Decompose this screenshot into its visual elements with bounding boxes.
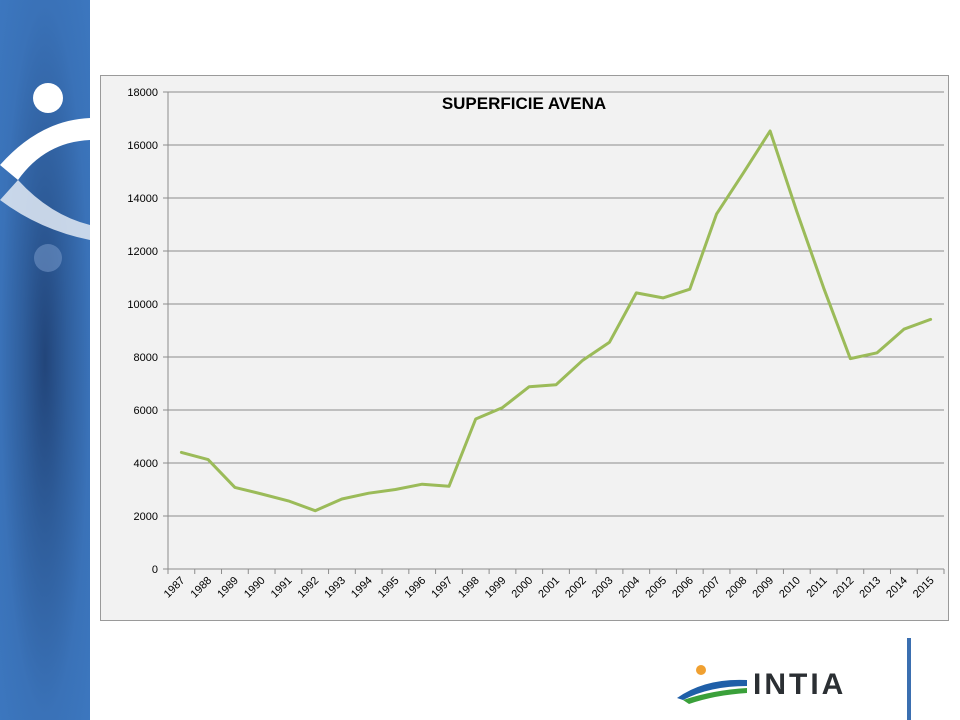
data-point xyxy=(769,130,771,132)
data-point xyxy=(608,341,611,344)
data-point xyxy=(582,359,584,362)
x-tick-label: 1999 xyxy=(483,575,509,601)
intia-logo: INTIA xyxy=(675,660,890,710)
x-tick-label: 1993 xyxy=(322,575,348,601)
line-chart: 0 2000 4000 6000 8000 10000 12000 14000 16000 180… xyxy=(127,87,945,601)
intia-logo-text: INTIA xyxy=(753,668,847,701)
x-tick-label: 1990 xyxy=(242,575,268,601)
x-tick-label: 1991 xyxy=(269,575,295,601)
x-tick-label: 2008 xyxy=(724,575,750,601)
data-point xyxy=(715,213,718,215)
x-tick-label: 2014 xyxy=(884,575,910,601)
brand-swoosh-graphic xyxy=(0,83,90,272)
brand-dot-shadow xyxy=(34,244,62,272)
data-point xyxy=(474,418,477,420)
y-tick-label: 14000 xyxy=(127,193,158,205)
x-tick-label: 1996 xyxy=(403,575,429,601)
x-tick-label: 2015 xyxy=(911,575,937,601)
y-tick-label: 2000 xyxy=(134,511,158,523)
data-point xyxy=(314,509,316,512)
decorative-side-band xyxy=(0,0,90,720)
x-tick-label: 1998 xyxy=(456,575,482,601)
x-tick-label: 2010 xyxy=(777,575,803,601)
x-tick-label: 2002 xyxy=(563,575,589,601)
y-tick-label: 12000 xyxy=(127,246,158,258)
x-tick-label: 2009 xyxy=(750,575,776,601)
series-line xyxy=(179,129,933,513)
data-point xyxy=(929,318,932,321)
data-point xyxy=(394,488,397,491)
x-tick-label: 1994 xyxy=(349,575,375,601)
x-tick-label: 1997 xyxy=(429,575,455,601)
data-point xyxy=(528,385,530,388)
data-point xyxy=(876,352,878,354)
data-point xyxy=(341,498,343,500)
data-point xyxy=(555,384,557,386)
x-axis-ticks: 1987 1988 1989 1990 1991 1992 1993 1994 1995 1996… xyxy=(162,569,945,601)
x-tick-label: 1989 xyxy=(215,575,241,601)
y-tick-label: 4000 xyxy=(134,458,158,470)
brand-swoosh-lower xyxy=(0,180,90,240)
x-tick-label: 2007 xyxy=(697,575,723,601)
data-point xyxy=(260,493,263,495)
data-point xyxy=(742,172,745,174)
brand-swoosh-upper xyxy=(0,118,90,180)
x-tick-label: 2006 xyxy=(670,575,696,601)
data-point xyxy=(180,451,183,454)
y-tick-label: 6000 xyxy=(134,405,158,417)
x-tick-label: 1995 xyxy=(376,575,402,601)
x-tick-label: 2001 xyxy=(536,575,562,601)
data-point xyxy=(796,210,798,213)
data-point xyxy=(234,486,236,489)
chart-title: SUPERFICIE AVENA xyxy=(442,94,606,113)
x-tick-label: 1988 xyxy=(188,575,214,601)
data-point xyxy=(903,328,905,330)
x-tick-label: 2003 xyxy=(590,575,616,601)
x-tick-label: 1992 xyxy=(295,575,321,601)
brand-dot-icon xyxy=(33,83,63,113)
x-tick-label: 2011 xyxy=(804,575,829,600)
y-tick-label: 10000 xyxy=(127,299,158,311)
data-point xyxy=(287,500,290,502)
data-point xyxy=(822,287,825,289)
x-tick-label: 2000 xyxy=(510,575,536,601)
series-layer xyxy=(179,129,933,513)
grid-lines xyxy=(168,91,944,517)
data-point xyxy=(849,357,852,360)
y-axis-ticks: 0 2000 4000 6000 8000 10000 12000 14000 16000 180… xyxy=(127,87,168,576)
footer-divider xyxy=(907,638,911,720)
axes xyxy=(167,92,944,570)
y-tick-label: 16000 xyxy=(127,140,158,152)
data-point xyxy=(421,483,424,486)
y-tick-label: 8000 xyxy=(134,352,158,364)
y-tick-label: 18000 xyxy=(127,87,158,99)
x-tick-label: 1987 xyxy=(162,575,188,601)
data-point xyxy=(207,458,209,461)
data-point xyxy=(662,297,664,299)
x-tick-label: 2004 xyxy=(617,575,643,601)
intia-logo-icon xyxy=(677,665,747,704)
data-point xyxy=(635,292,638,294)
x-tick-label: 2012 xyxy=(831,575,857,601)
data-point xyxy=(367,492,370,495)
data-point xyxy=(448,485,450,488)
chart-container: 0 2000 4000 6000 8000 10000 12000 14000 16000 180… xyxy=(100,75,949,621)
y-tick-label: 0 xyxy=(152,564,158,576)
x-tick-label: 2013 xyxy=(857,575,883,601)
data-point xyxy=(689,288,691,290)
data-point xyxy=(501,406,504,409)
x-tick-label: 2005 xyxy=(643,575,669,601)
